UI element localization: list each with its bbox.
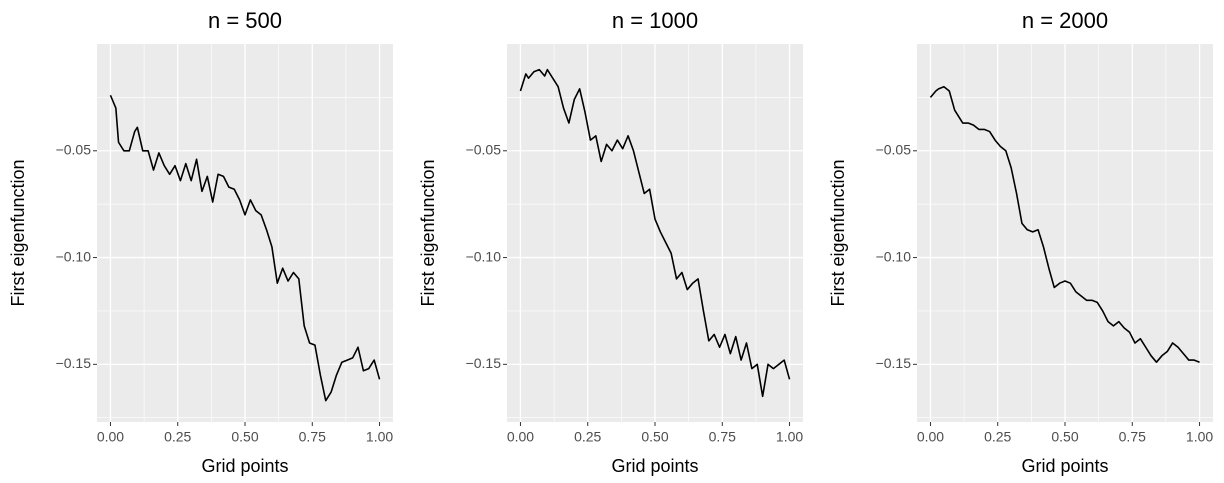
- chart-title: n = 1000: [612, 8, 698, 33]
- panel: 0.00 0.25 0.50 0.75 1.00 −0.15 −0.10 −0.05 n = 2…: [828, 8, 1214, 476]
- y-axis-label: First eigenfunction: [418, 159, 438, 306]
- y-tick-label: −0.15: [466, 355, 502, 371]
- x-tick-label: 0.25: [984, 429, 1011, 445]
- x-tick-label: 1.00: [1186, 429, 1213, 445]
- x-tick-label: 0.50: [1051, 429, 1078, 445]
- y-tick-label: −0.05: [56, 141, 92, 157]
- data-line: [109, 94, 381, 402]
- y-tick-label: −0.10: [876, 248, 912, 264]
- x-tick-label: 0.25: [574, 429, 601, 445]
- x-axis-label: Grid points: [611, 456, 698, 476]
- x-tick-label: 0.75: [1119, 429, 1146, 445]
- x-tick-label: 1.00: [776, 429, 803, 445]
- x-tick-label: 0.00: [917, 429, 944, 445]
- data-line: [929, 85, 1200, 363]
- x-tick-label: 0.75: [709, 429, 736, 445]
- x-tick-label: 0.00: [507, 429, 534, 445]
- x-tick-label: 0.00: [97, 429, 124, 445]
- x-tick-label: 0.75: [299, 429, 326, 445]
- chart-title: n = 2000: [1022, 8, 1108, 33]
- y-tick-label: −0.15: [56, 355, 92, 371]
- y-tick-label: −0.10: [466, 248, 502, 264]
- panel: 0.00 0.25 0.50 0.75 1.00 −0.15 −0.10 −0.05 n = 5…: [8, 8, 394, 476]
- y-tick-label: −0.05: [876, 141, 912, 157]
- x-tick-label: 0.25: [164, 429, 191, 445]
- x-axis-label: Grid points: [1021, 456, 1108, 476]
- x-axis-label: Grid points: [201, 456, 288, 476]
- y-tick-label: −0.05: [466, 141, 502, 157]
- y-tick-label: −0.15: [876, 355, 912, 371]
- y-axis-label: First eigenfunction: [8, 159, 28, 306]
- x-tick-label: 0.50: [641, 429, 668, 445]
- x-tick-label: 0.50: [231, 429, 258, 445]
- y-tick-label: −0.10: [56, 248, 92, 264]
- chart-title: n = 500: [208, 8, 282, 33]
- x-tick-label: 1.00: [366, 429, 393, 445]
- data-line: [519, 68, 791, 398]
- panel: 0.00 0.25 0.50 0.75 1.00 −0.15 −0.10 −0.05 n = 1…: [418, 8, 804, 476]
- y-axis-label: First eigenfunction: [828, 159, 848, 306]
